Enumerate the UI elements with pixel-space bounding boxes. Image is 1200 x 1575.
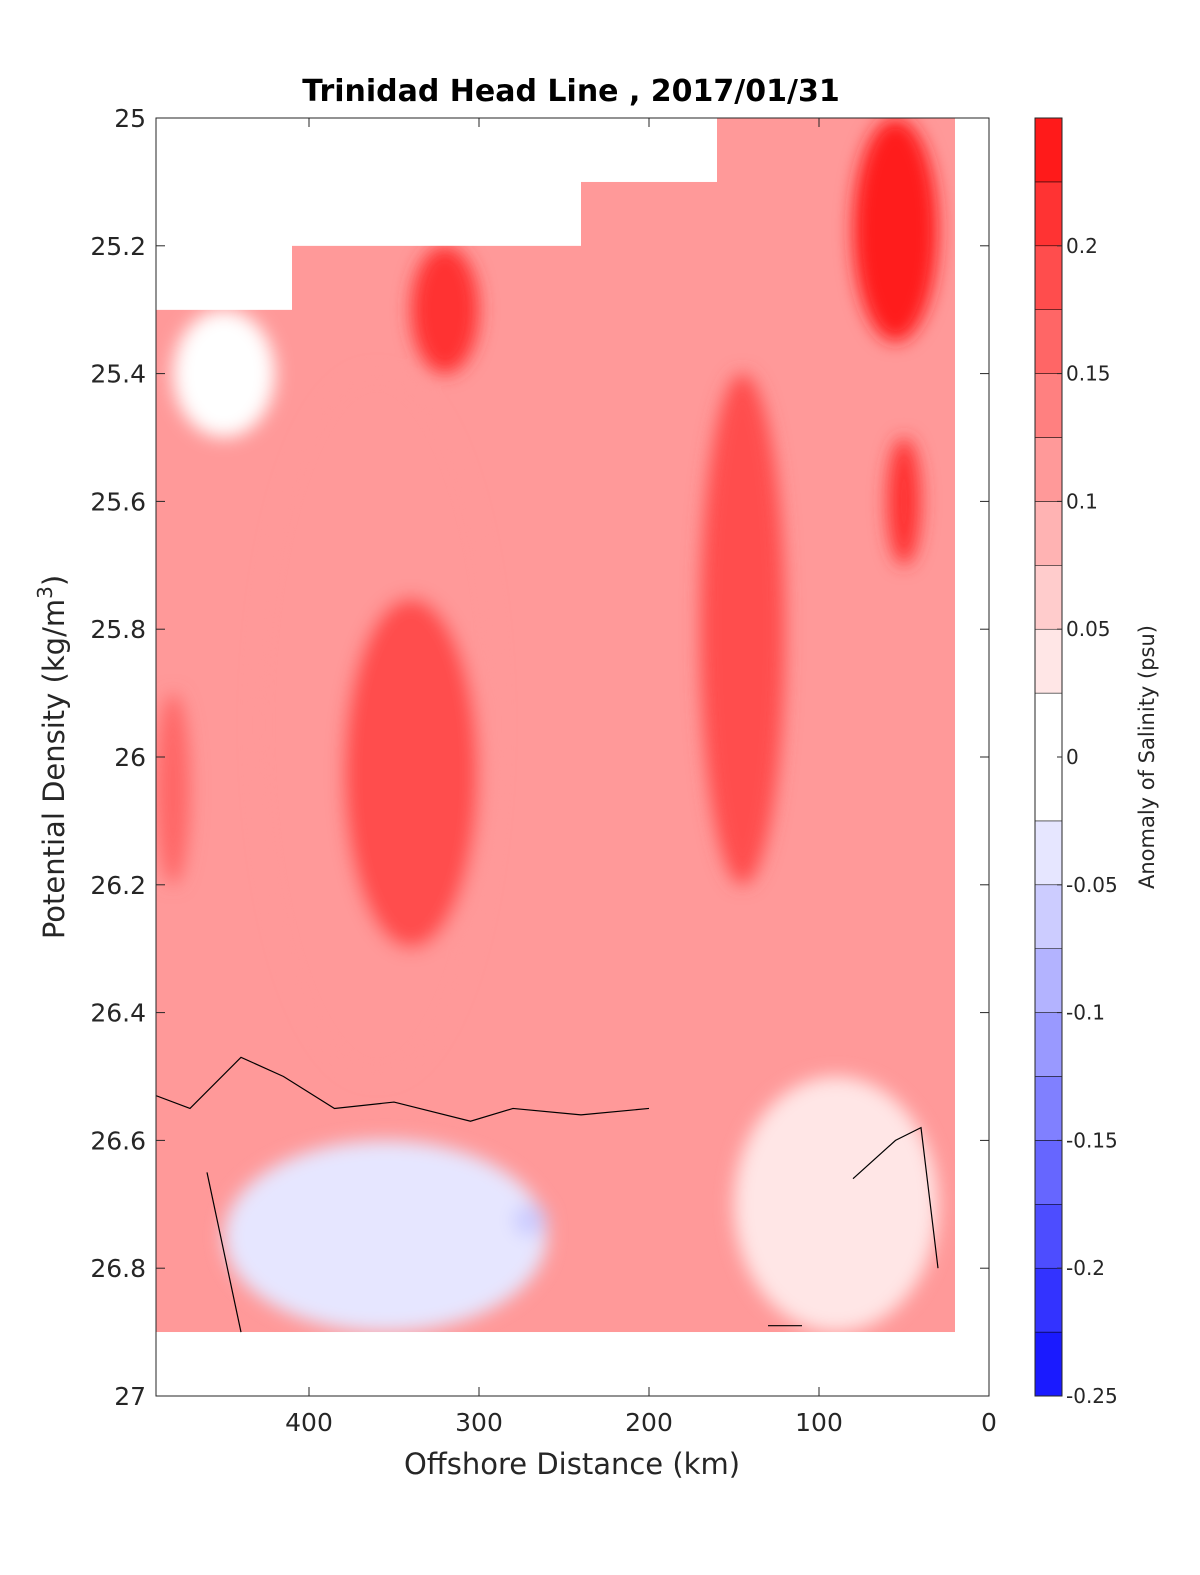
y-tick-label: 26.4 — [90, 999, 146, 1028]
colorbar-tick-label: -0.2 — [1066, 1256, 1105, 1280]
field-feature-7 — [173, 309, 275, 438]
y-axis-label-superscript: 3 — [33, 586, 57, 599]
y-tick-label: 26.6 — [90, 1126, 146, 1155]
field-features — [156, 118, 938, 1333]
colorbar: 0.2 0.15 0.1 0.05 0 -0.05 -0.1 -0.15 -0.2 -0.25 — [1034, 117, 1118, 1408]
y-tick-label: 25.4 — [90, 360, 146, 389]
x-axis-label: Offshore Distance (km) — [404, 1447, 740, 1481]
colorbar-band — [1034, 437, 1063, 502]
colorbar-band — [1034, 948, 1063, 1013]
colorbar-tick-label: 0.15 — [1066, 362, 1111, 386]
field-feature-4 — [853, 118, 938, 342]
field-feature-5 — [887, 437, 921, 566]
x-tick-label: 200 — [625, 1408, 673, 1437]
y-tick-labels: 25 25.2 25.4 25.6 25.8 26 26.2 26.4 26.6 26.8 27 — [90, 104, 146, 1411]
y-tick-label: 27 — [114, 1382, 146, 1411]
y-tick-label: 25.2 — [90, 232, 146, 261]
colorbar-band — [1034, 1076, 1063, 1141]
colorbar-band — [1034, 1140, 1063, 1205]
colorbar-tick-label: -0.15 — [1066, 1128, 1118, 1152]
colorbar-band — [1034, 373, 1063, 438]
colorbar-tick-label: -0.25 — [1066, 1384, 1118, 1408]
y-axis-label: Potential Density (kg/m3) — [33, 575, 71, 939]
x-tick-label: 0 — [981, 1408, 997, 1437]
colorbar-tick-label: 0 — [1066, 745, 1079, 769]
colorbar-band — [1034, 1012, 1063, 1077]
colorbar-tick-label: 0.05 — [1066, 617, 1111, 641]
x-tick-label: 100 — [795, 1408, 843, 1437]
y-tick-label: 26.8 — [90, 1254, 146, 1283]
colorbar-band — [1034, 1331, 1063, 1397]
zero-contour-0 — [156, 1056, 650, 1122]
x-tick-label: 400 — [285, 1408, 333, 1437]
axes-frame — [155, 117, 990, 1397]
colorbar-band — [1034, 181, 1063, 247]
y-tick-label: 25.8 — [90, 615, 146, 644]
field-feature-6 — [156, 693, 190, 885]
y-axis-label-text: Potential Density (kg/m — [37, 599, 71, 939]
colorbar-band — [1034, 117, 1063, 183]
colorbar-band — [1034, 309, 1063, 374]
zero-contour-2 — [852, 1126, 939, 1269]
colorbar-band — [1034, 628, 1063, 694]
colorbar-band — [1034, 884, 1063, 949]
colorbar-tick-label: 0.1 — [1066, 489, 1098, 513]
y-tick-label: 26 — [114, 743, 146, 772]
colorbar-band — [1034, 820, 1063, 886]
field-feature-0 — [411, 245, 479, 374]
y-axis-label-close: ) — [37, 575, 71, 586]
field-feature-10 — [734, 1076, 938, 1333]
colorbar-band — [1034, 245, 1063, 310]
zero-contour-1 — [206, 1172, 242, 1333]
colorbar-band — [1034, 1267, 1063, 1333]
x-tick-labels: 400 300 200 100 0 — [285, 1408, 997, 1437]
colorbar-label: Anomaly of Salinity (psu) — [1135, 625, 1159, 889]
x-tick-label: 300 — [455, 1408, 503, 1437]
field-feature-3 — [700, 373, 785, 885]
colorbar-band — [1034, 565, 1063, 630]
colorbar-tick-label: 0.2 — [1066, 234, 1098, 258]
colorbar-band — [1034, 1204, 1063, 1269]
field-feature-2 — [343, 597, 479, 949]
y-tick-label: 25.6 — [90, 487, 146, 516]
below-data-blank — [156, 1332, 989, 1396]
no-data-region-top — [156, 118, 717, 310]
field-feature-8 — [224, 1140, 547, 1333]
colorbar-band — [1034, 501, 1063, 566]
chart-title: Trinidad Head Line , 2017/01/31 — [302, 74, 839, 109]
field-feature-9 — [513, 1204, 547, 1237]
y-tick-label: 26.2 — [90, 871, 146, 900]
colorbar-tick-label: -0.1 — [1066, 1001, 1105, 1025]
colorbar-tick-label: -0.05 — [1066, 873, 1118, 897]
salinity-anomaly-field — [156, 118, 989, 1396]
zero-contour-lines — [156, 1056, 939, 1333]
y-tick-label: 25 — [114, 104, 146, 133]
